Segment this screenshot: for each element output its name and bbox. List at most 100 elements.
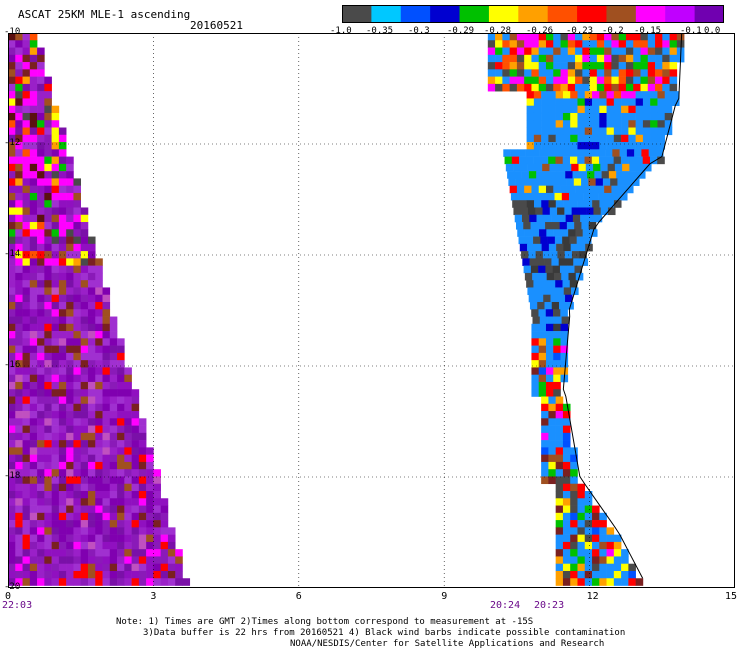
swath-cell-left — [8, 134, 16, 143]
swath-cell-right — [551, 258, 559, 266]
swath-cell-right — [548, 432, 556, 441]
swath-cell-right — [575, 40, 583, 48]
swath-cell-left — [138, 556, 147, 565]
swath-cell-right — [555, 403, 564, 412]
swath-cell-left — [51, 396, 60, 405]
swath-cell-right — [599, 512, 607, 521]
swath-cell-right — [577, 483, 586, 492]
swath-cell-left — [109, 570, 118, 579]
swath-cell-right — [541, 98, 549, 106]
swath-cell-right — [570, 527, 578, 535]
swath-cell-right — [582, 54, 590, 63]
swath-cell-right — [516, 40, 525, 48]
swath-cell-left — [131, 556, 140, 565]
swath-cell-left — [80, 403, 89, 412]
swath-cell-right — [562, 476, 571, 485]
swath-cell-right — [504, 156, 513, 165]
swath-cell-left — [44, 549, 52, 557]
swath-cell-right — [526, 156, 534, 165]
swath-cell-right — [544, 178, 553, 186]
swath-cell-right — [662, 33, 670, 41]
swath-cell-right — [574, 222, 582, 230]
swath-cell-left — [146, 527, 154, 535]
swath-cell-left — [102, 578, 111, 586]
swath-cell-right — [542, 163, 550, 172]
swath-cell-right — [604, 47, 612, 56]
swath-cell-right — [623, 171, 631, 179]
swath-cell-right — [562, 541, 571, 550]
swath-cell-left — [37, 563, 45, 572]
swath-cell-right — [584, 520, 593, 528]
swath-cell-left — [15, 447, 23, 455]
swath-cell-left — [15, 251, 23, 259]
swath-cell-right — [642, 142, 651, 150]
swath-cell-left — [117, 432, 125, 441]
swath-cell-left — [73, 469, 81, 477]
swath-cell-right — [533, 120, 542, 128]
swath-cell-left — [44, 243, 52, 252]
swath-cell-left — [8, 207, 16, 216]
swath-cell-right — [628, 112, 636, 121]
swath-cell-right — [560, 352, 569, 361]
swath-cell-right — [584, 549, 593, 557]
swath-cell-left — [29, 243, 38, 252]
swath-cell-left — [66, 243, 74, 252]
swath-cell-right — [513, 163, 521, 172]
colorbar-label: -1.0 — [330, 26, 352, 36]
swath-cell-right — [557, 294, 566, 303]
swath-cell-left — [29, 142, 38, 150]
swath-cell-right — [560, 331, 569, 339]
swath-cell-left — [102, 476, 111, 485]
swath-cell-left — [66, 447, 74, 455]
swath-cell-left — [66, 461, 74, 470]
swath-cell-left — [8, 251, 16, 259]
swath-cell-right — [560, 62, 569, 70]
swath-cell-right — [570, 483, 578, 492]
swath-cell-right — [642, 91, 651, 99]
swath-cell-right — [606, 527, 615, 535]
swath-cell-right — [625, 47, 634, 56]
swath-cell-left — [175, 563, 183, 572]
swath-cell-left — [37, 200, 45, 208]
swath-cell-right — [555, 280, 563, 288]
swath-cell-left — [160, 505, 169, 514]
swath-cell-right — [555, 432, 564, 441]
swath-cell-right — [640, 33, 649, 41]
swath-cell-left — [87, 570, 96, 579]
swath-cell-right — [618, 185, 627, 194]
swath-cell-right — [610, 178, 618, 186]
swath-cell-right — [532, 192, 541, 201]
swath-cell-right — [531, 69, 540, 77]
swath-cell-left — [117, 520, 125, 528]
swath-cell-left — [22, 367, 31, 375]
swath-cell-left — [80, 287, 89, 296]
swath-cell-right — [553, 374, 561, 383]
swath-cell-left — [80, 483, 89, 492]
swath-cell-left — [138, 418, 147, 426]
swath-cell-right — [558, 258, 567, 266]
swath-cell-left — [95, 403, 103, 412]
swath-cell-right — [555, 498, 564, 506]
swath-cell-right — [604, 62, 612, 70]
swath-cell-right — [502, 62, 510, 70]
swath-cell-left — [8, 476, 16, 485]
swath-cell-left — [37, 222, 45, 230]
swath-cell-right — [622, 163, 630, 172]
swath-cell-left — [124, 534, 132, 543]
swath-cell-left — [95, 570, 103, 579]
swath-cell-left — [167, 563, 176, 572]
swath-cell-left — [15, 381, 23, 390]
swath-cell-left — [15, 47, 23, 56]
swath-cell-left — [131, 527, 140, 535]
swath-cell-left — [131, 389, 140, 397]
swath-cell-left — [87, 309, 96, 317]
swath-cell-left — [102, 469, 111, 477]
swath-cell-left — [15, 556, 23, 565]
swath-cell-right — [522, 178, 531, 186]
swath-cell-left — [102, 396, 111, 405]
swath-cell-left — [87, 243, 96, 252]
swath-cell-left — [95, 476, 103, 485]
swath-cell-right — [553, 76, 561, 85]
swath-cell-right — [575, 33, 583, 41]
swath-cell-right — [577, 91, 586, 99]
